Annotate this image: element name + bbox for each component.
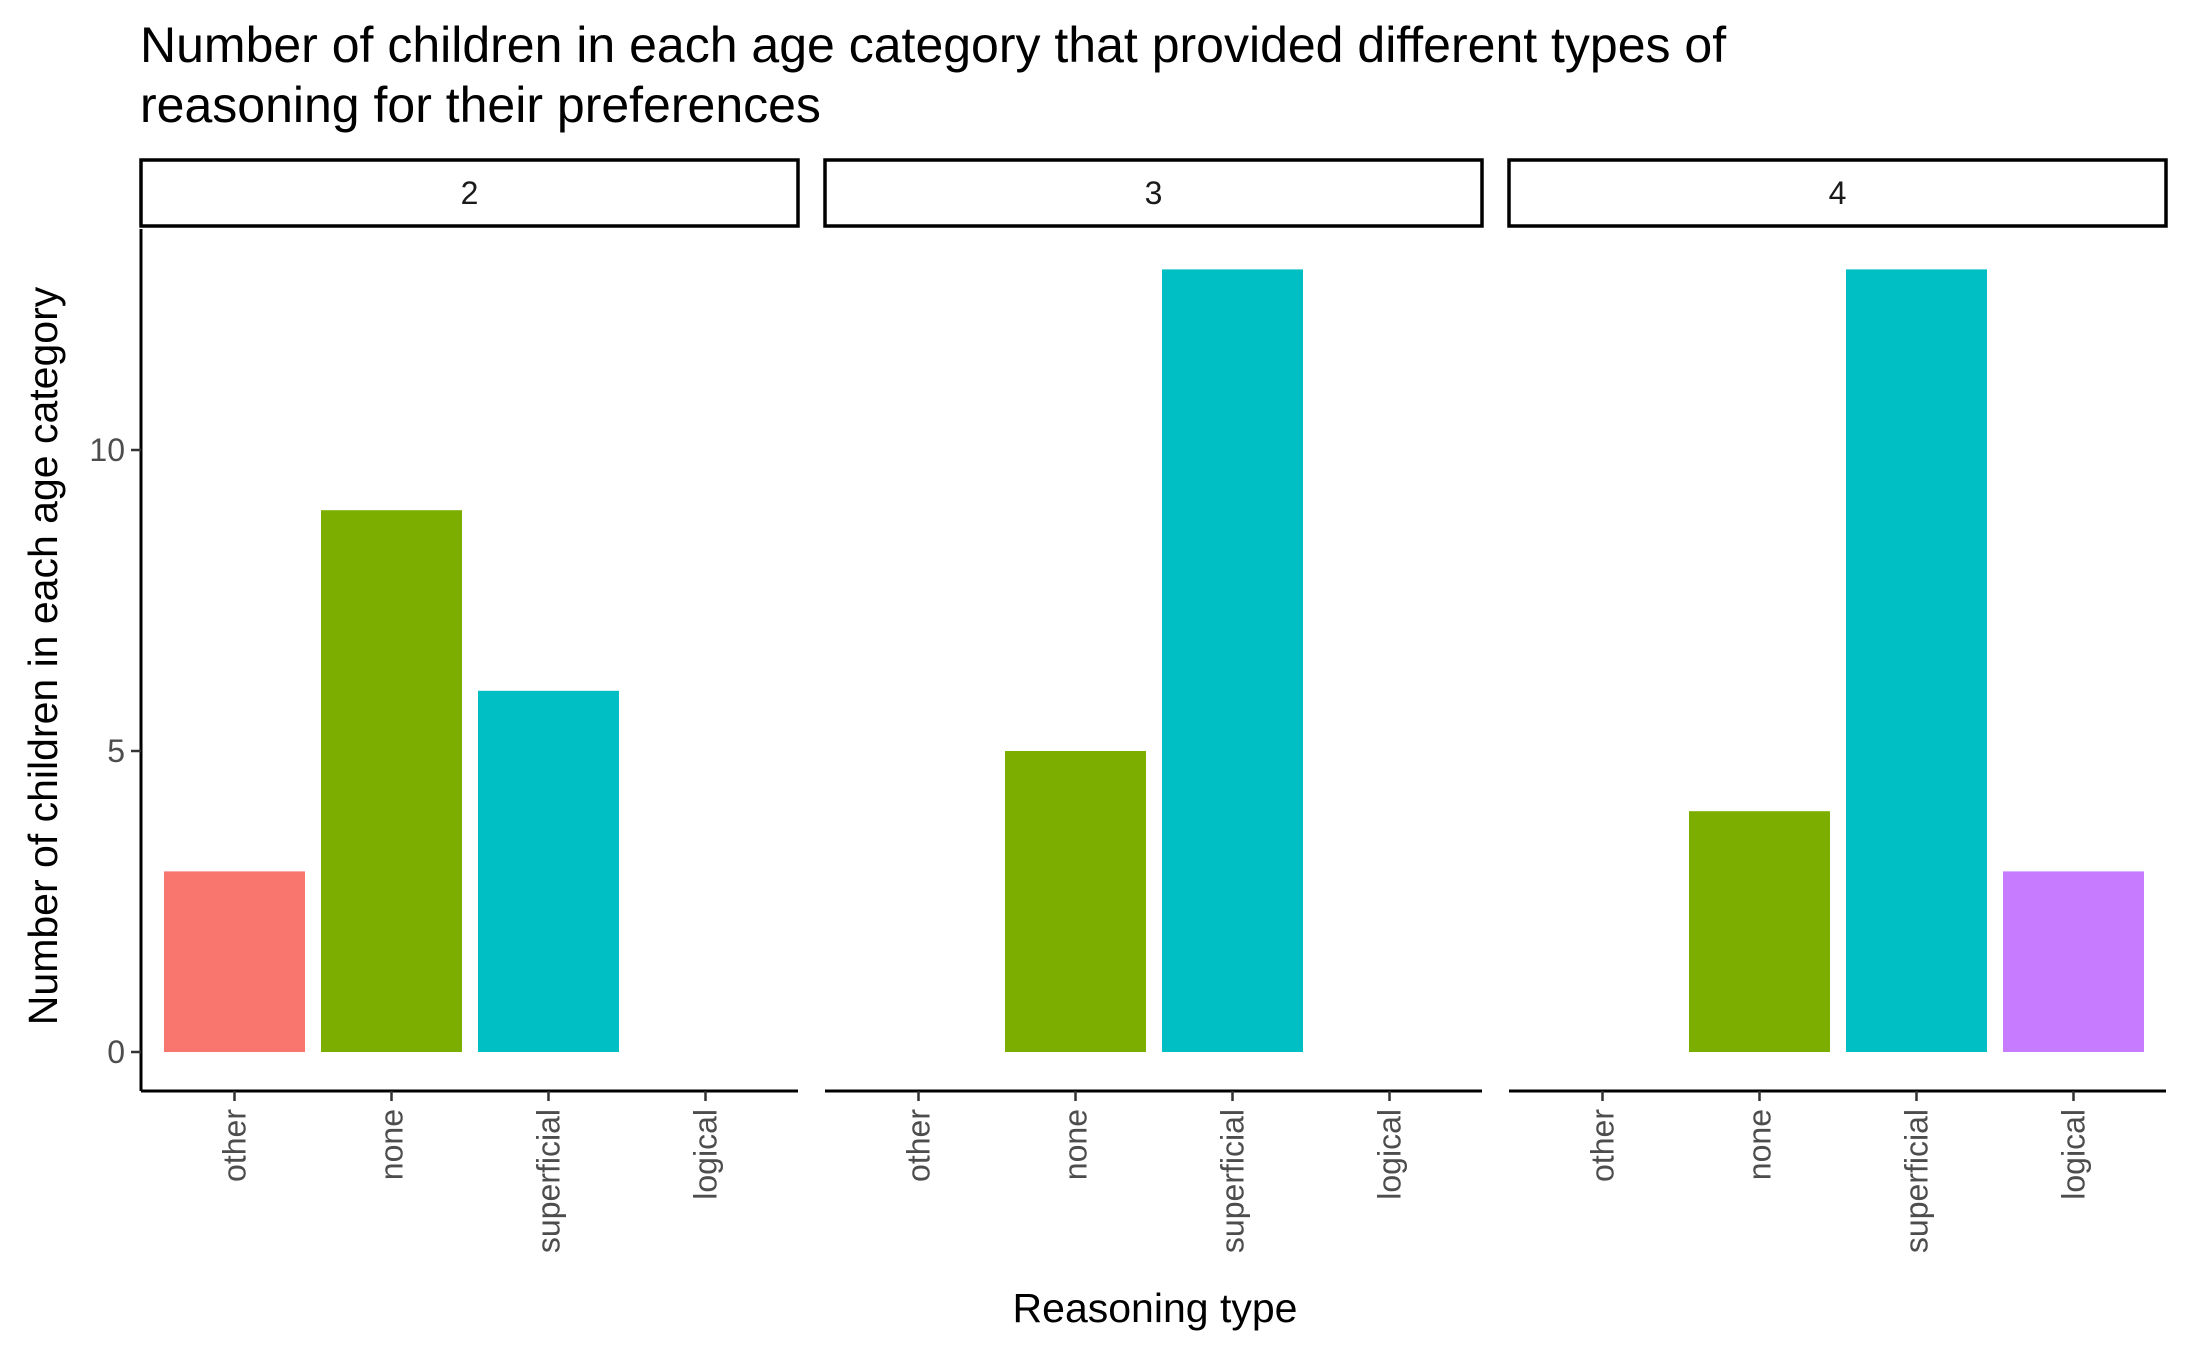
y-axis: 0 5 10: [89, 229, 143, 1091]
x-axis-title: Reasoning type: [1013, 1285, 1298, 1331]
facet-panel: 2 other none superficial logical: [139, 158, 800, 1253]
bar-none: [1689, 811, 1830, 1052]
bar-superficial: [1846, 269, 1987, 1052]
y-tick-label: 10: [89, 432, 125, 468]
facet-panel: 4 other none superficial logical: [1507, 158, 2168, 1253]
x-tick-label: other: [901, 1109, 937, 1182]
bar-none: [321, 510, 462, 1052]
facet-panels: 2 other none superficial logical 3 other none su…: [139, 158, 2168, 1253]
facet-strip: [823, 158, 1484, 228]
bar-none: [1005, 751, 1146, 1052]
x-tick-label: superficial: [531, 1109, 567, 1253]
x-tick-label: logical: [688, 1109, 724, 1200]
facet-strip: [1507, 158, 2168, 228]
x-tick-label: superficial: [1899, 1109, 1935, 1253]
facet-strip-label: 3: [1145, 175, 1163, 211]
chart-title: Number of children in each age category …: [140, 17, 1726, 133]
x-tick-label: logical: [2056, 1109, 2092, 1200]
x-tick-label: other: [1585, 1109, 1621, 1182]
x-tick-label: none: [374, 1109, 410, 1180]
facet-strip-label: 4: [1829, 175, 1847, 211]
facet-strip: [139, 158, 800, 228]
facet-panel: 3 other none superficial logical: [823, 158, 1484, 1253]
x-tick-label: none: [1742, 1109, 1778, 1180]
x-tick-label: superficial: [1215, 1109, 1251, 1253]
chart-title-line-2: reasoning for their preferences: [140, 77, 821, 133]
facet-strip-label: 2: [461, 175, 479, 211]
bar-logical: [2003, 871, 2144, 1052]
chart-title-line-1: Number of children in each age category …: [140, 17, 1726, 73]
x-tick-label: other: [217, 1109, 253, 1182]
bar-superficial: [478, 690, 619, 1052]
y-axis-title: Number of children in each age category: [20, 286, 66, 1025]
x-tick-label: none: [1058, 1109, 1094, 1180]
bar-superficial: [1162, 269, 1303, 1052]
bar-other: [164, 871, 305, 1052]
y-tick-label: 0: [107, 1034, 125, 1070]
y-tick-label: 5: [107, 733, 125, 769]
x-tick-label: logical: [1372, 1109, 1408, 1200]
